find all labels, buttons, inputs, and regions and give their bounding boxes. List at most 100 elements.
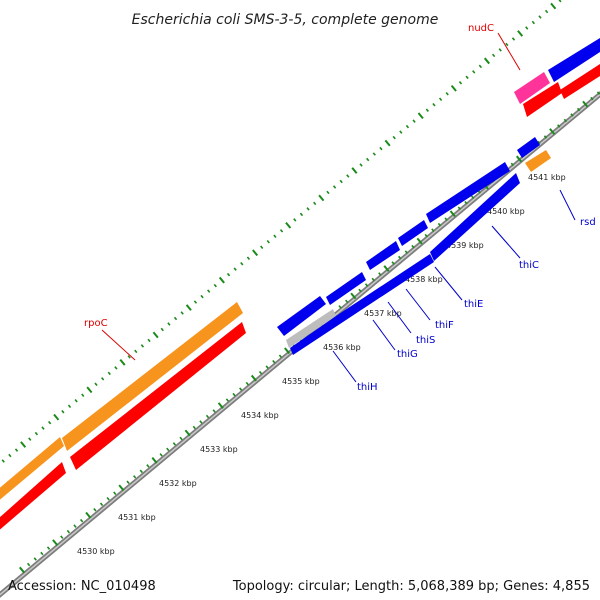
minor-tick [159,453,163,457]
minor-tick [338,305,342,309]
gene-label-thiH: thiH [357,382,378,393]
minor-tick [258,370,263,375]
minor-tick [166,447,170,452]
minor-tick [173,316,178,321]
minor-tick [81,393,85,397]
major-tick [517,30,524,37]
minor-tick [438,97,443,101]
minor-tick [399,130,403,134]
minor-tick [40,551,44,556]
major-tick [284,347,291,355]
major-tick [252,249,259,257]
minor-tick [73,524,77,528]
minor-tick [273,234,277,239]
minor-tick [544,9,549,14]
minor-tick [404,250,408,254]
cds-rpoC-forward-2 [62,302,243,451]
minor-tick [392,135,396,140]
minor-tick [93,507,97,512]
minor-tick [437,222,442,227]
minor-tick [8,453,12,458]
minor-tick [114,366,118,370]
minor-tick [26,562,31,567]
minor-tick [101,377,105,381]
minor-tick [543,135,548,139]
minor-tick [33,557,37,561]
gene-label-thiE: thiE [464,299,483,310]
major-tick [351,167,358,174]
outer-tick-row [1,0,562,463]
gene-label-thiF: thiF [435,320,454,331]
tick-label: 4540 kbp [487,207,525,216]
minor-tick [207,289,211,293]
minor-tick [391,261,395,265]
major-tick [285,221,292,229]
minor-tick [200,294,204,299]
cds-thi-reverse-1 [290,254,434,355]
accession-label: Accession: NC_010498 [8,579,156,594]
gene-label-nudC: nudC [468,23,494,34]
minor-tick [34,431,39,436]
major-tick [383,265,390,272]
major-tick [384,139,391,147]
cds-top-red-1 [560,64,600,99]
minor-tick [232,392,236,397]
minor-tick [293,218,297,222]
minor-tick [193,300,198,304]
cds-rsd [525,150,551,172]
minor-tick [99,502,104,506]
minor-tick [14,448,19,452]
minor-tick [278,354,283,358]
minor-tick [139,469,143,474]
minor-tick [192,425,196,430]
tick-label-group: 4530 kbp 4531 kbp 4532 kbp 4533 kbp 4534 kbp… [77,173,566,556]
minor-tick [570,113,574,117]
minor-tick [498,48,502,52]
tick-label: 4537 kbp [364,309,402,318]
major-tick [85,511,92,519]
minor-tick [444,217,448,221]
minor-tick [133,475,137,479]
minor-tick [596,91,600,95]
minor-tick [359,163,363,167]
minor-tick [160,327,164,332]
minor-tick [239,387,243,391]
minor-tick [107,371,111,376]
cds-red-left-2 [70,322,246,470]
minor-tick [179,436,183,441]
major-tick [417,112,424,120]
gene-label-thiG: thiG [397,349,418,360]
major-tick [151,457,158,464]
tick-label: 4533 kbp [200,445,238,454]
minor-tick [366,157,370,162]
minor-tick [558,0,562,3]
tick-label: 4532 kbp [159,479,197,488]
minor-tick [511,37,516,41]
major-tick [449,210,456,218]
cds-thiH-reverse [286,309,336,348]
tick-label: 4531 kbp [118,513,156,522]
cds-thi-reverse-2 [430,173,520,261]
minor-tick [472,70,476,74]
feature-tracks [0,38,600,530]
tick-label: 4541 kbp [528,173,566,182]
minor-tick [425,108,429,112]
minor-tick [313,201,317,206]
tick-label: 4535 kbp [282,377,320,386]
minor-tick [510,162,514,167]
minor-tick [458,81,463,85]
minor-tick [140,344,145,348]
major-tick [20,441,27,448]
minor-tick [240,261,244,266]
cds-thi-forward-3 [366,241,400,270]
minor-tick [60,535,64,539]
minor-tick [465,75,469,80]
minor-tick [66,529,71,534]
major-tick [416,237,423,245]
minor-tick [470,195,475,199]
minor-tick [67,404,72,408]
minor-tick [226,272,231,277]
minor-tick [379,146,383,151]
major-tick [515,155,522,163]
